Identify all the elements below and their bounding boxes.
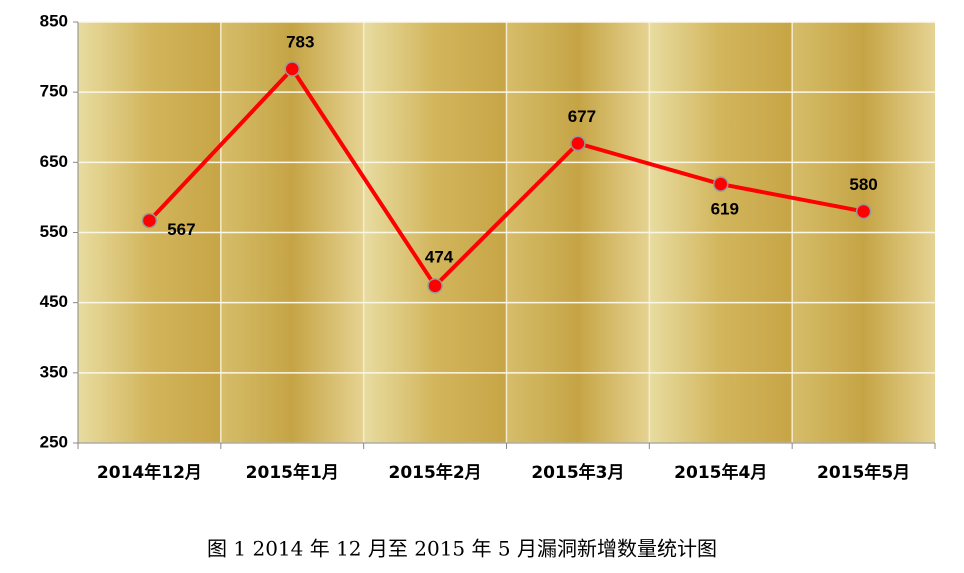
- y-tick-label: 850: [40, 11, 68, 30]
- x-tick-label: 2014年12月: [97, 462, 202, 483]
- y-tick-label: 550: [40, 222, 68, 241]
- marker: [570, 135, 586, 152]
- x-tick-label: 2015年3月: [531, 462, 624, 483]
- x-tick-label: 2015年4月: [674, 462, 767, 483]
- marker: [427, 278, 443, 294]
- data-label: 567: [167, 220, 195, 239]
- data-label: 619: [711, 200, 739, 219]
- x-tick-label: 2015年5月: [817, 462, 910, 483]
- y-tick-label: 350: [40, 362, 68, 381]
- data-label: 474: [425, 247, 454, 266]
- x-tick-label: 2015年2月: [389, 462, 482, 483]
- data-label: 783: [286, 32, 314, 51]
- marker: [713, 176, 729, 192]
- y-tick-label: 250: [40, 432, 68, 451]
- marker: [284, 61, 300, 77]
- chart-caption: 图 1 2014 年 12 月至 2015 年 5 月漏洞新增数量统计图: [207, 537, 717, 561]
- line: [147, 67, 864, 288]
- y-tick-label: 450: [40, 292, 68, 311]
- y-tick-label: 650: [40, 152, 68, 171]
- marker: [141, 212, 158, 229]
- data-label: 580: [849, 175, 877, 194]
- x-tick-label: 2015年1月: [246, 462, 339, 483]
- data-label: 677: [568, 107, 596, 126]
- marker: [855, 203, 872, 220]
- y-tick-label: 750: [40, 82, 68, 101]
